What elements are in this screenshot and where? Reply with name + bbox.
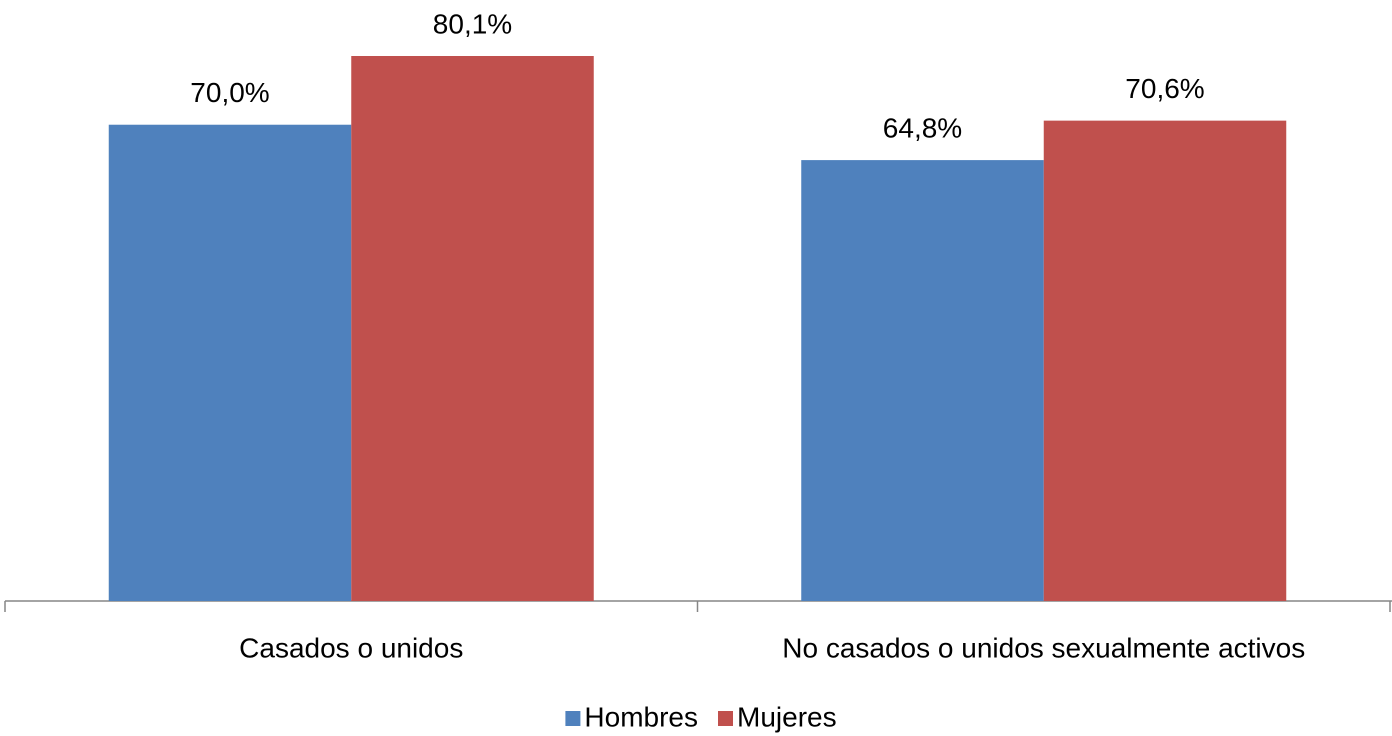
bar [801,160,1044,601]
value-label: 70,0% [190,77,269,108]
value-label: 70,6% [1125,73,1204,104]
bar [108,124,352,601]
legend-swatch [718,711,733,726]
x-tick-label: No casados o unidos sexualmente activos [782,632,1305,663]
legend-label: Hombres [584,701,698,732]
x-tick-label: Casados o unidos [239,632,463,663]
bar [1043,120,1287,601]
legend-swatch [565,711,581,726]
legend-label: Mujeres [737,701,837,732]
value-label: 80,1% [433,8,512,39]
bar [351,55,594,602]
value-label: 64,8% [883,112,962,143]
